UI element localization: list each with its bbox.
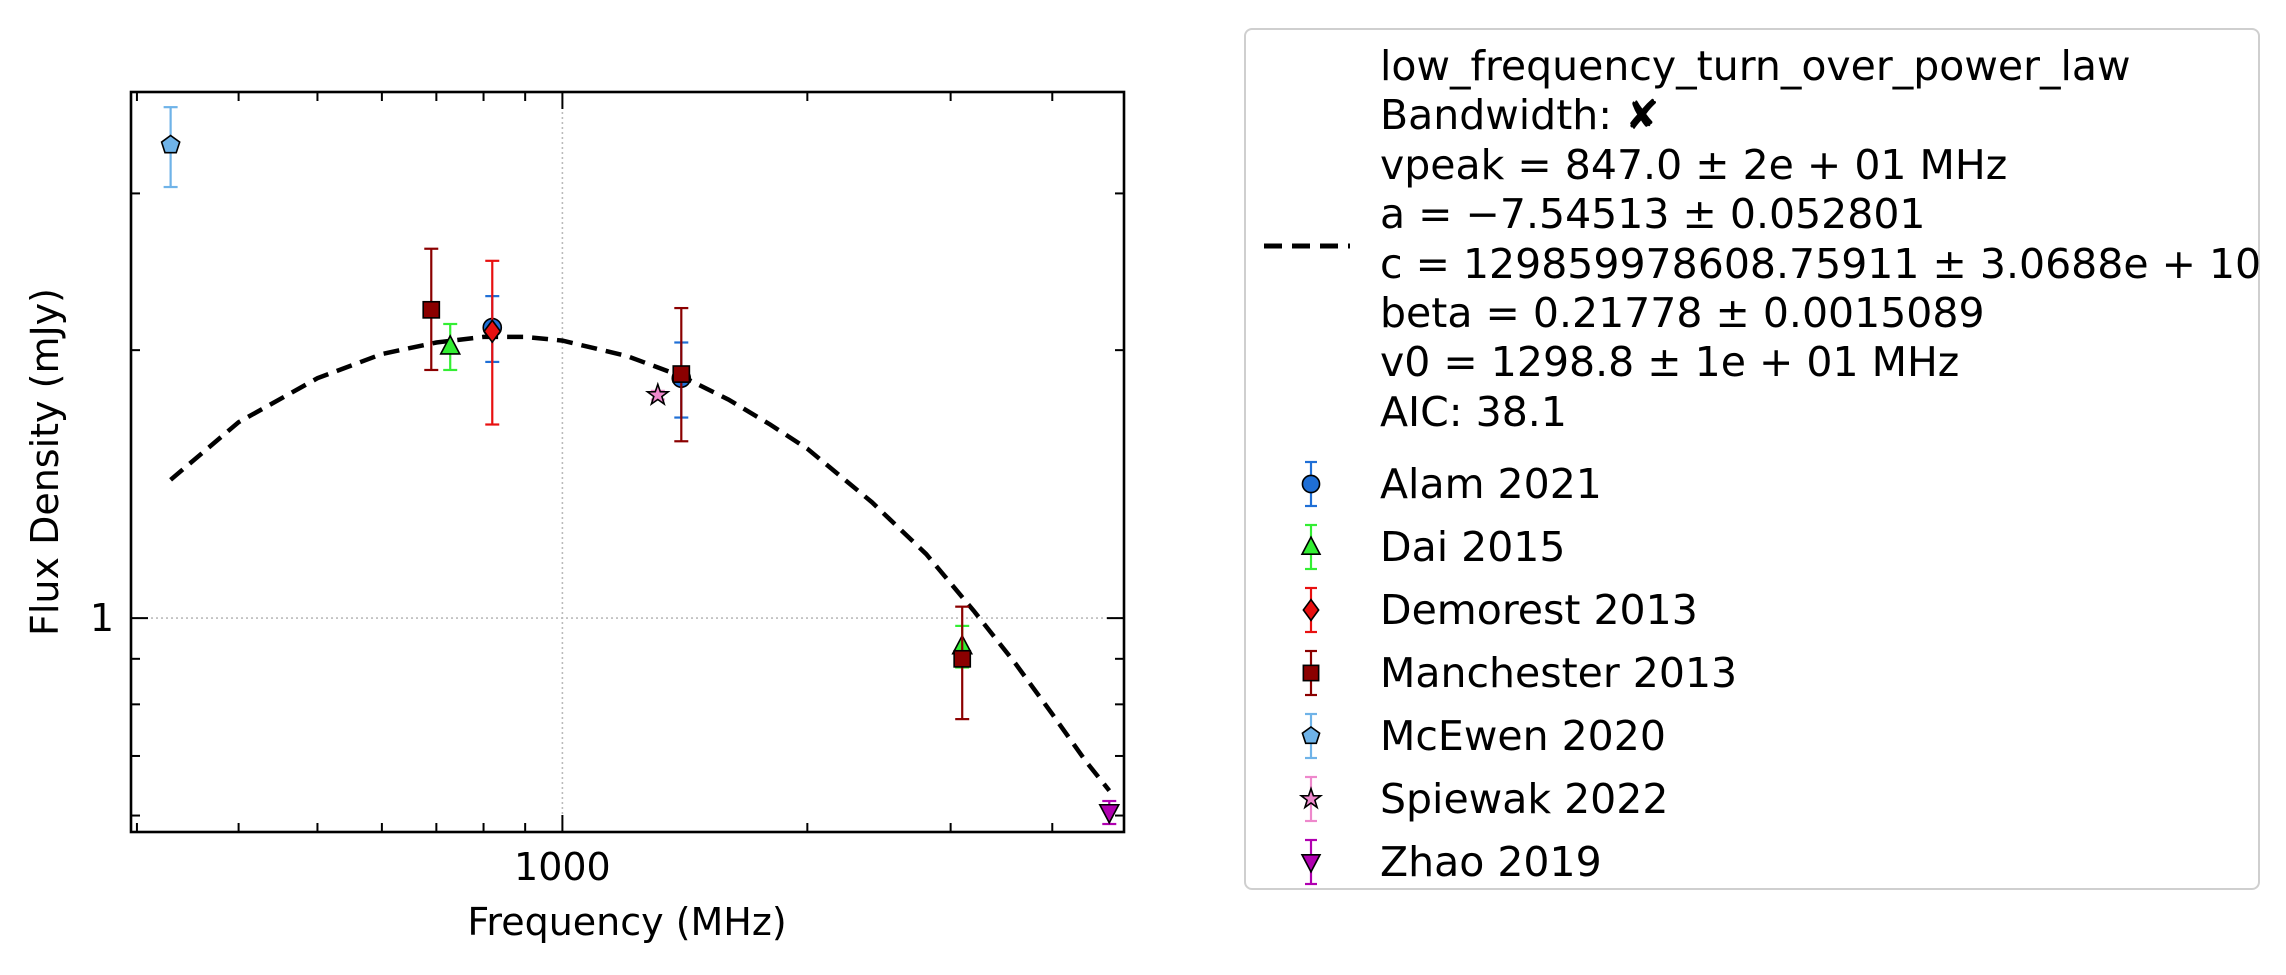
data-point-zhao-2019 (1098, 803, 1121, 825)
data-points (160, 106, 1121, 826)
chart: 1000 1 Frequency (MHz) Flux Density (mJy… (23, 90, 1126, 944)
data-point-demorest-2013 (483, 319, 502, 344)
legend-marker-demorest-2013 (1302, 586, 1320, 634)
fit-line-c: c = 129859978608.75911 ± 3.0688e + 10 (1380, 239, 2262, 288)
legend-symbol-zhao-2019 (1300, 853, 1322, 874)
fit-line-beta: beta = 0.21778 ± 0.0015089 (1380, 289, 1985, 338)
legend-entry-alam-2021: Alam 2021 (1246, 454, 2258, 514)
legend-label-alam-2021: Alam 2021 (1380, 460, 1602, 508)
legend-entry-zhao-2019: Zhao 2019 (1246, 832, 2258, 892)
legend-label-demorest-2013: Demorest 2013 (1380, 586, 1698, 634)
legend-symbol-alam-2021 (1301, 474, 1321, 494)
data-point-manchester-2013 (422, 300, 441, 319)
series-mcewen-2020 (160, 106, 181, 189)
legend-marker-mcewen-2020 (1301, 712, 1321, 760)
data-point-spiewak-2022 (645, 381, 671, 407)
legend-label-spiewak-2022: Spiewak 2022 (1380, 775, 1669, 823)
plot-frame (129, 90, 1126, 834)
legend-label-dai-2015: Dai 2015 (1380, 523, 1566, 571)
legend-label-mcewen-2020: McEwen 2020 (1380, 712, 1666, 760)
fit-line-aic: AIC: 38.1 (1380, 387, 1567, 436)
fit-legend-handle (1264, 243, 1350, 249)
fit-line-bandwidth: Bandwidth: ✘ (1380, 91, 1660, 140)
y-tick-label: 1 (90, 596, 114, 640)
legend-marker-dai-2015 (1300, 523, 1322, 571)
legend-symbol-spiewak-2022 (1298, 786, 1324, 810)
legend-entry-manchester-2013: Manchester 2013 (1246, 643, 2258, 703)
series-zhao-2019 (1098, 799, 1121, 826)
fit-line-vpeak: vpeak = 847.0 ± 2e + 01 MHz (1380, 140, 2008, 189)
fit-line-a: a = −7.54513 ± 0.052801 (1380, 190, 1926, 239)
fit-curve (169, 334, 1112, 793)
series-demorest-2013 (483, 259, 502, 426)
grid (131, 92, 1124, 832)
legend-entry-spiewak-2022: Spiewak 2022 (1246, 769, 2258, 829)
legend: low_frequency_turn_over_power_law Bandwi… (1244, 28, 2261, 892)
legend-symbol-dai-2015 (1300, 535, 1322, 556)
fit-legend-text: low_frequency_turn_over_power_law Bandwi… (1380, 42, 2261, 437)
y-axis-label: Flux Density (mJy) (23, 288, 67, 636)
data-point-manchester-2013 (672, 365, 691, 383)
legend-marker-alam-2021 (1301, 460, 1321, 508)
legend-marker-manchester-2013 (1302, 649, 1320, 697)
series-spiewak-2022 (645, 381, 671, 407)
data-point-mcewen-2020 (160, 134, 181, 154)
x-tick-label: 1000 (514, 845, 611, 889)
data-point-dai-2015 (439, 334, 462, 355)
axis-ticks (131, 92, 1124, 832)
legend-symbol-manchester-2013 (1302, 664, 1320, 682)
legend-entry-dai-2015: Dai 2015 (1246, 517, 2258, 577)
legend-symbol-demorest-2013 (1302, 598, 1320, 622)
legend-marker-zhao-2019 (1300, 838, 1322, 886)
legend-marker-spiewak-2022 (1298, 775, 1324, 823)
legend-symbol-mcewen-2020 (1301, 726, 1321, 745)
x-axis-label: Frequency (MHz) (467, 900, 786, 944)
legend-entry-demorest-2013: Demorest 2013 (1246, 580, 2258, 640)
legend-label-zhao-2019: Zhao 2019 (1380, 838, 1602, 886)
series-manchester-2013 (422, 247, 972, 721)
data-point-manchester-2013 (953, 649, 972, 668)
legend-entry-mcewen-2020: McEwen 2020 (1246, 706, 2258, 766)
series-dai-2015 (439, 322, 974, 669)
fit-line-group (169, 334, 1112, 793)
fit-model-name: low_frequency_turn_over_power_law (1380, 42, 2131, 90)
fit-line-v0: v0 = 1298.8 ± 1e + 01 MHz (1380, 338, 1960, 387)
legend-label-manchester-2013: Manchester 2013 (1380, 649, 1738, 697)
